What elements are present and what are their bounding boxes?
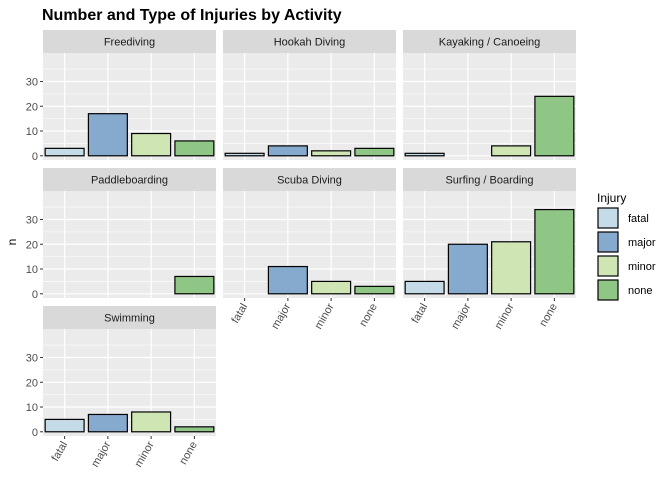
panel-kayaking-canoeing: Kayaking / Canoeing xyxy=(403,30,576,160)
x-tick-label: none xyxy=(177,440,200,467)
bar-kayaking-canoeing-minor xyxy=(491,145,532,157)
legend-key-none xyxy=(597,279,619,301)
x-tick-label: none xyxy=(357,302,380,329)
facet-strip-label: Hookah Diving xyxy=(274,37,346,49)
y-axis-title: n xyxy=(5,239,19,246)
legend-title: Injury xyxy=(597,191,626,205)
legend-key-fatal xyxy=(597,207,619,229)
panel-surfing-boarding: Surfing / Boarding fatal major minor none xyxy=(403,168,576,331)
facet-strip xyxy=(223,168,396,191)
y-tick-label: 30 xyxy=(26,214,38,226)
panel-scuba-diving: Scuba Diving fatal major minor none xyxy=(223,168,396,331)
panel-swimming: Swimming 0 10 20 30 fatal major minor none xyxy=(26,306,216,469)
bar-hookah-diving-minor xyxy=(311,150,352,157)
legend-key-minor xyxy=(597,255,619,277)
bar-hookah-diving-fatal xyxy=(224,152,265,157)
y-tick-label: 10 xyxy=(26,264,38,276)
bar-kayaking-canoeing-fatal xyxy=(404,152,445,157)
bar-hookah-diving-none xyxy=(354,147,395,157)
bar-surfing-boarding-minor xyxy=(491,241,532,295)
panel-hookah-diving: Hookah Diving xyxy=(223,30,396,160)
y-tick-label: 0 xyxy=(32,289,38,301)
bar-freediving-minor xyxy=(131,132,172,157)
y-tick-label: 20 xyxy=(26,377,38,389)
y-tick-label: 10 xyxy=(26,126,38,138)
facet-strip-label: Paddleboarding xyxy=(91,175,168,187)
bar-scuba-diving-minor xyxy=(311,280,352,295)
bar-scuba-diving-major xyxy=(267,265,308,295)
facet-strip-label: Scuba Diving xyxy=(277,175,342,187)
bar-swimming-minor xyxy=(131,411,172,433)
facet-strip-label: Swimming xyxy=(104,313,155,325)
facet-strip xyxy=(223,30,396,53)
facet-strip xyxy=(403,30,576,53)
bar-surfing-boarding-major xyxy=(447,243,488,295)
y-tick-label: 20 xyxy=(26,101,38,113)
x-tick-label: major xyxy=(449,301,473,331)
bar-freediving-fatal xyxy=(44,147,85,157)
y-tick-label: 0 xyxy=(32,151,38,163)
bar-scuba-diving-none xyxy=(354,285,395,295)
legend-key-major xyxy=(597,231,619,253)
x-tick-label: fatal xyxy=(409,302,430,326)
facet-strip xyxy=(43,30,216,53)
facet-strip xyxy=(43,168,216,191)
facet-strip-label: Surfing / Boarding xyxy=(445,175,533,187)
y-tick-label: 20 xyxy=(26,239,38,251)
x-tick-label: major xyxy=(89,439,113,469)
x-tick-label: minor xyxy=(133,439,157,469)
bar-freediving-none xyxy=(174,140,215,157)
bar-swimming-major xyxy=(87,413,128,433)
x-tick-label: major xyxy=(269,301,293,331)
legend-label-fatal: fatal xyxy=(628,213,649,225)
panel-paddleboarding: Paddleboarding 0 10 20 30 xyxy=(26,168,216,301)
legend-label-minor: minor xyxy=(628,261,656,273)
x-tick-label: fatal xyxy=(49,440,70,464)
legend-label-major: major xyxy=(628,237,656,249)
facet-strip-label: Freediving xyxy=(104,37,155,49)
bar-swimming-none xyxy=(174,426,215,433)
y-tick-label: 30 xyxy=(26,352,38,364)
bar-surfing-boarding-fatal xyxy=(404,280,445,295)
facet-strip xyxy=(43,306,216,329)
x-tick-label: none xyxy=(537,302,560,329)
y-tick-label: 10 xyxy=(26,402,38,414)
y-tick-label: 0 xyxy=(32,427,38,439)
bar-surfing-boarding-none xyxy=(534,208,575,295)
facet-panels: Freediving 0 10 20 30 Hookah Diving Kayaking /… xyxy=(26,30,576,469)
bar-hookah-diving-major xyxy=(267,145,308,157)
facet-strip xyxy=(403,168,576,191)
bar-freediving-major xyxy=(87,113,128,157)
bar-swimming-fatal xyxy=(44,418,85,433)
y-tick-label: 30 xyxy=(26,76,38,88)
x-tick-label: minor xyxy=(493,301,517,331)
x-tick-label: minor xyxy=(313,301,337,331)
chart-title: Number and Type of Injuries by Activity xyxy=(42,7,342,24)
legend-label-none: none xyxy=(628,285,652,297)
bar-paddleboarding-none xyxy=(174,275,215,295)
bar-kayaking-canoeing-none xyxy=(534,95,575,157)
x-tick-label: fatal xyxy=(229,302,250,326)
panel-freediving: Freediving 0 10 20 30 xyxy=(26,30,216,163)
facet-strip-label: Kayaking / Canoeing xyxy=(439,37,541,49)
